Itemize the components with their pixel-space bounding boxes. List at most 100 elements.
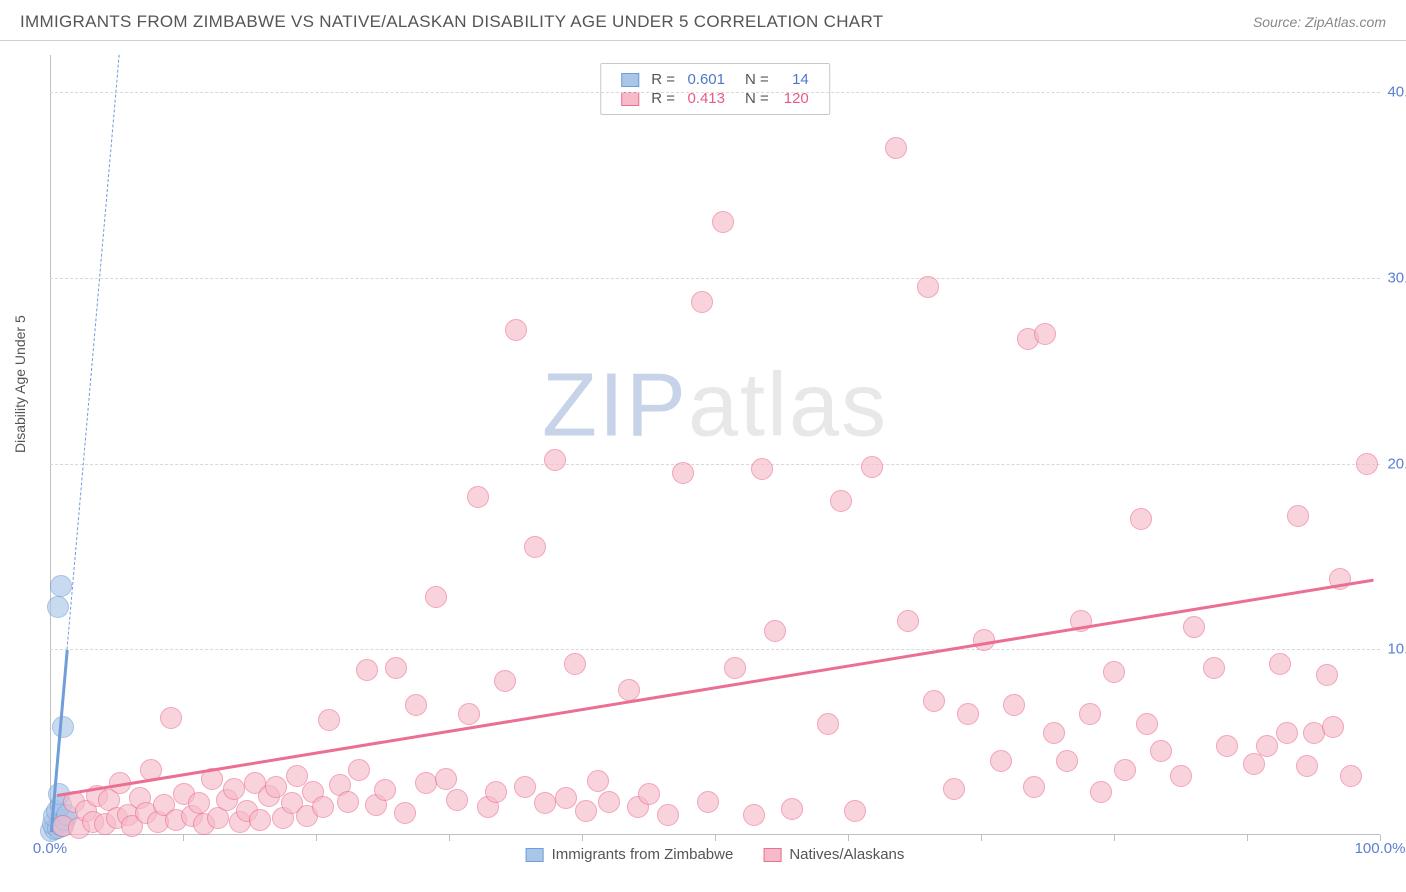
data-point <box>697 791 719 813</box>
data-point <box>1296 755 1318 777</box>
data-point <box>1322 716 1344 738</box>
legend-swatch <box>621 73 639 87</box>
data-point <box>1183 616 1205 638</box>
data-point <box>657 804 679 826</box>
data-point <box>505 319 527 341</box>
x-tick-mark <box>715 835 716 841</box>
data-point <box>587 770 609 792</box>
data-point <box>415 772 437 794</box>
data-point <box>598 791 620 813</box>
data-point <box>405 694 427 716</box>
legend-label: Natives/Alaskans <box>789 846 904 863</box>
data-point <box>781 798 803 820</box>
data-point <box>494 670 516 692</box>
data-point <box>830 490 852 512</box>
data-point <box>861 456 883 478</box>
data-point <box>1356 453 1378 475</box>
data-point <box>1103 661 1125 683</box>
chart-header: IMMIGRANTS FROM ZIMBABWE VS NATIVE/ALASK… <box>0 0 1406 41</box>
data-point <box>318 709 340 731</box>
data-point <box>1170 765 1192 787</box>
data-point <box>764 620 786 642</box>
y-tick-label: 40.0% <box>1387 84 1406 101</box>
legend-swatch <box>526 848 544 862</box>
legend-item: Immigrants from Zimbabwe <box>526 846 734 863</box>
data-point <box>1243 753 1265 775</box>
data-point <box>458 703 480 725</box>
data-point <box>575 800 597 822</box>
data-point <box>348 759 370 781</box>
data-point <box>337 791 359 813</box>
y-tick-label: 30.0% <box>1387 269 1406 286</box>
data-point <box>1269 653 1291 675</box>
data-point <box>374 779 396 801</box>
data-point <box>1287 505 1309 527</box>
source-credit: Source: ZipAtlas.com <box>1253 14 1386 30</box>
data-point <box>618 679 640 701</box>
data-point <box>1256 735 1278 757</box>
data-point <box>638 783 660 805</box>
x-tick-mark <box>582 835 583 841</box>
data-point <box>524 536 546 558</box>
data-point <box>394 802 416 824</box>
data-point <box>990 750 1012 772</box>
data-point <box>485 781 507 803</box>
y-axis-label: Disability Age Under 5 <box>12 315 28 453</box>
data-point <box>1340 765 1362 787</box>
gridline <box>50 278 1380 279</box>
x-tick-mark <box>848 835 849 841</box>
data-point <box>817 713 839 735</box>
data-point <box>1023 776 1045 798</box>
data-point <box>917 276 939 298</box>
data-point <box>514 776 536 798</box>
data-point <box>544 449 566 471</box>
chart-title: IMMIGRANTS FROM ZIMBABWE VS NATIVE/ALASK… <box>20 12 883 32</box>
data-point <box>691 291 713 313</box>
data-point <box>1276 722 1298 744</box>
data-point <box>1114 759 1136 781</box>
x-tick-mark <box>1247 835 1248 841</box>
x-tick-label: 0.0% <box>33 840 67 857</box>
data-point <box>943 778 965 800</box>
data-point <box>534 792 556 814</box>
data-point <box>435 768 457 790</box>
data-point <box>188 792 210 814</box>
data-point <box>1150 740 1172 762</box>
trend-line <box>56 579 1373 797</box>
data-point <box>1003 694 1025 716</box>
data-point <box>1056 750 1078 772</box>
data-point <box>467 486 489 508</box>
data-point <box>1079 703 1101 725</box>
data-point <box>564 653 586 675</box>
data-point <box>356 659 378 681</box>
data-point <box>50 575 72 597</box>
y-axis-line <box>50 55 51 835</box>
data-point <box>957 703 979 725</box>
data-point <box>751 458 773 480</box>
data-point <box>52 716 74 738</box>
data-point <box>1136 713 1158 735</box>
data-point <box>425 586 447 608</box>
data-point <box>160 707 182 729</box>
data-point <box>446 789 468 811</box>
data-point <box>223 778 245 800</box>
gridline <box>50 92 1380 93</box>
data-point <box>1043 722 1065 744</box>
data-point <box>1303 722 1325 744</box>
x-tick-label: 100.0% <box>1355 840 1406 857</box>
plot-region: ZIPatlas R =0.601N =14R =0.413N =120 10.… <box>50 55 1380 835</box>
data-point <box>1130 508 1152 530</box>
x-tick-mark <box>981 835 982 841</box>
x-tick-mark <box>449 835 450 841</box>
gridline <box>50 464 1380 465</box>
x-tick-mark <box>183 835 184 841</box>
trend-line-dashed <box>67 55 120 649</box>
data-point <box>923 690 945 712</box>
legend-label: Immigrants from Zimbabwe <box>552 846 734 863</box>
data-point <box>712 211 734 233</box>
chart-area: Disability Age Under 5 ZIPatlas R =0.601… <box>50 55 1380 835</box>
series-legend: Immigrants from Zimbabwe Natives/Alaskans <box>526 846 905 863</box>
legend-item: Natives/Alaskans <box>763 846 904 863</box>
legend-swatch <box>763 848 781 862</box>
data-point <box>47 596 69 618</box>
